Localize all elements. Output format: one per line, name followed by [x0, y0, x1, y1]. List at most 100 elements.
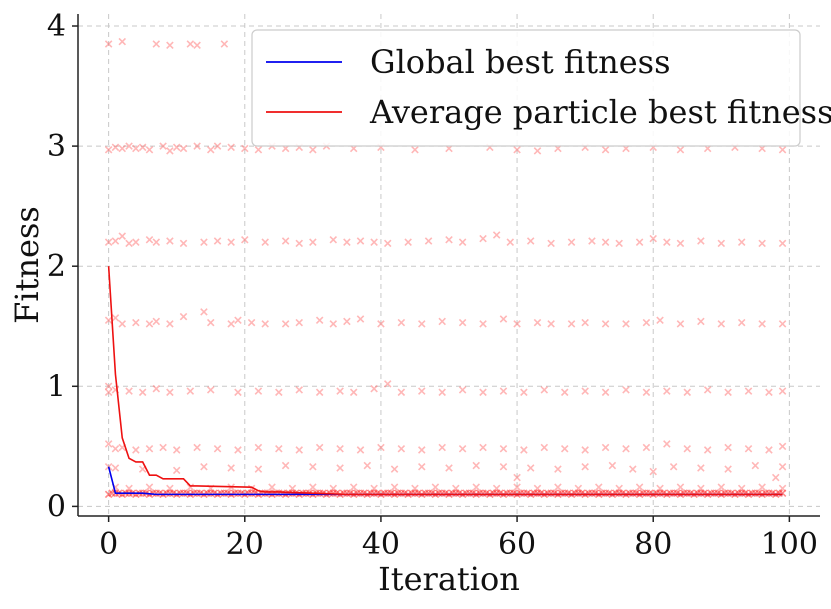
scatter-point-22 — [241, 144, 249, 153]
scatter-point-151 — [418, 387, 426, 395]
y-tick-label-3: 3 — [47, 129, 66, 164]
scatter-point-179 — [234, 446, 242, 454]
scatter-point-163 — [663, 387, 671, 395]
scatter-point-31 — [411, 145, 419, 154]
scatter-point-154 — [479, 388, 487, 397]
scatter-point-152 — [438, 388, 446, 397]
scatter-point-52 — [152, 238, 161, 246]
scatter-point-1 — [118, 37, 127, 46]
x-tick-label-60: 60 — [498, 527, 536, 562]
scatter-point-49 — [125, 239, 133, 248]
scatter-point-148 — [370, 384, 378, 393]
scatter-point-128 — [717, 320, 726, 328]
scatter-point-190 — [458, 444, 467, 453]
scatter-band-point — [778, 489, 787, 497]
scatter-point-138 — [166, 388, 174, 397]
scatter-point-139 — [186, 387, 195, 395]
scatter-point-127 — [697, 317, 705, 326]
scatter-point-136 — [138, 388, 147, 397]
scatter-point-218 — [390, 465, 399, 473]
scatter-point-83 — [663, 238, 671, 246]
scatter-point-227 — [608, 461, 617, 470]
scatter-point-84 — [676, 239, 685, 248]
scatter-point-119 — [547, 320, 555, 328]
scatter-point-248 — [349, 483, 358, 491]
scatter-point-180 — [254, 443, 263, 452]
scatter-point-208 — [111, 464, 120, 472]
scatter-point-156 — [520, 388, 528, 397]
scatter-point-145 — [315, 388, 324, 397]
scatter-point-201 — [683, 444, 692, 453]
scatter-point-18 — [193, 142, 201, 150]
scatter-point-82 — [649, 234, 657, 243]
scatter-point-105 — [295, 318, 304, 327]
scatter-point-124 — [642, 318, 651, 327]
scatter-point-211 — [200, 462, 208, 471]
scatter-point-166 — [724, 388, 732, 397]
scatter-point-60 — [281, 237, 290, 245]
scatter-point-68 — [404, 238, 412, 246]
scatter-point-59 — [261, 238, 269, 246]
scatter-point-71 — [458, 238, 467, 246]
series-lines — [107, 266, 783, 496]
y-axis-label: Fitness — [8, 206, 46, 324]
scatter-point-214 — [281, 461, 290, 470]
scatter-point-7 — [104, 145, 113, 154]
particle-scatter — [104, 37, 787, 499]
scatter-point-230 — [669, 462, 678, 471]
scatter-point-86 — [717, 239, 726, 248]
scatter-point-126 — [676, 320, 685, 328]
scatter-point-159 — [581, 387, 589, 395]
y-tick-label-0: 0 — [47, 489, 66, 524]
scatter-point-63 — [329, 236, 338, 244]
scatter-point-184 — [336, 444, 344, 453]
scatter-point-10 — [125, 142, 133, 150]
scatter-point-110 — [377, 320, 385, 328]
scatter-point-165 — [703, 386, 712, 394]
scatter-point-101 — [234, 316, 242, 325]
scatter-point-192 — [499, 444, 508, 453]
scatter-point-147 — [349, 388, 358, 397]
scatter-point-75 — [526, 237, 535, 245]
scatter-point-202 — [703, 446, 712, 454]
scatter-point-215 — [309, 462, 317, 471]
scatter-point-12 — [138, 143, 147, 152]
scatter-point-233 — [751, 461, 760, 470]
scatter-point-264 — [676, 483, 685, 491]
scatter-point-133 — [104, 382, 113, 391]
series-line-1 — [107, 266, 783, 496]
scatter-point-168 — [765, 388, 773, 397]
legend-label-global-best: Global best fitness — [370, 43, 671, 81]
scatter-point-62 — [309, 238, 317, 246]
scatter-point-67 — [383, 239, 392, 248]
scatter-point-220 — [445, 464, 453, 472]
y-tick-label-2: 2 — [47, 249, 66, 284]
scatter-point-11 — [132, 144, 140, 153]
scatter-point-4 — [186, 40, 195, 48]
scatter-point-164 — [683, 388, 692, 397]
scatter-point-186 — [377, 443, 385, 452]
scatter-point-121 — [581, 318, 589, 327]
scatter-point-144 — [295, 386, 304, 394]
scatter-point-41 — [676, 145, 685, 154]
scatter-point-48 — [118, 232, 127, 240]
scatter-point-99 — [206, 318, 215, 327]
scatter-point-244 — [268, 483, 276, 491]
scatter-point-55 — [200, 238, 208, 246]
scatter-point-116 — [499, 315, 508, 323]
scatter-point-213 — [254, 465, 263, 473]
scatter-point-171 — [111, 444, 120, 453]
scatter-point-122 — [601, 320, 610, 328]
scatter-point-135 — [125, 387, 133, 395]
scatter-point-228 — [629, 465, 637, 473]
scatter-point-235 — [778, 462, 787, 471]
scatter-point-210 — [172, 466, 181, 475]
scatter-point-130 — [758, 320, 766, 328]
scatter-point-92 — [118, 320, 127, 328]
x-tick-label-40: 40 — [362, 527, 400, 562]
scatter-point-79 — [601, 238, 610, 246]
scatter-point-50 — [132, 238, 140, 246]
scatter-point-96 — [166, 320, 174, 328]
scatter-point-91 — [111, 314, 120, 322]
